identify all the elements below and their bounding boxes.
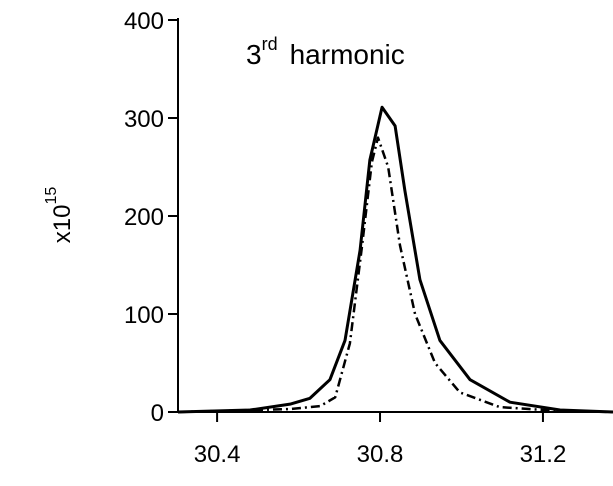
x-tick-label: 31.2 xyxy=(520,441,567,468)
y-tick-label: 0 xyxy=(151,400,164,427)
line-series xyxy=(177,105,613,414)
y-tick-label: 400 xyxy=(124,8,164,35)
y-axis-label: x1015 xyxy=(43,187,76,244)
y-tick-label: 300 xyxy=(124,106,164,133)
x-tick-label: 30.8 xyxy=(357,441,404,468)
title-text: 3 xyxy=(246,39,262,70)
title-suffix: harmonic xyxy=(290,39,405,70)
title-superscript: rd xyxy=(262,34,278,54)
line-series xyxy=(177,136,613,414)
x-tick-label: 30.4 xyxy=(194,441,241,468)
y-tick-label: 200 xyxy=(124,204,164,231)
y-label-superscript: 15 xyxy=(43,187,60,205)
y-tick-label: 100 xyxy=(124,302,164,329)
y-label-text: x10 xyxy=(49,205,76,244)
chart-title: 3rd harmonic xyxy=(246,34,405,70)
